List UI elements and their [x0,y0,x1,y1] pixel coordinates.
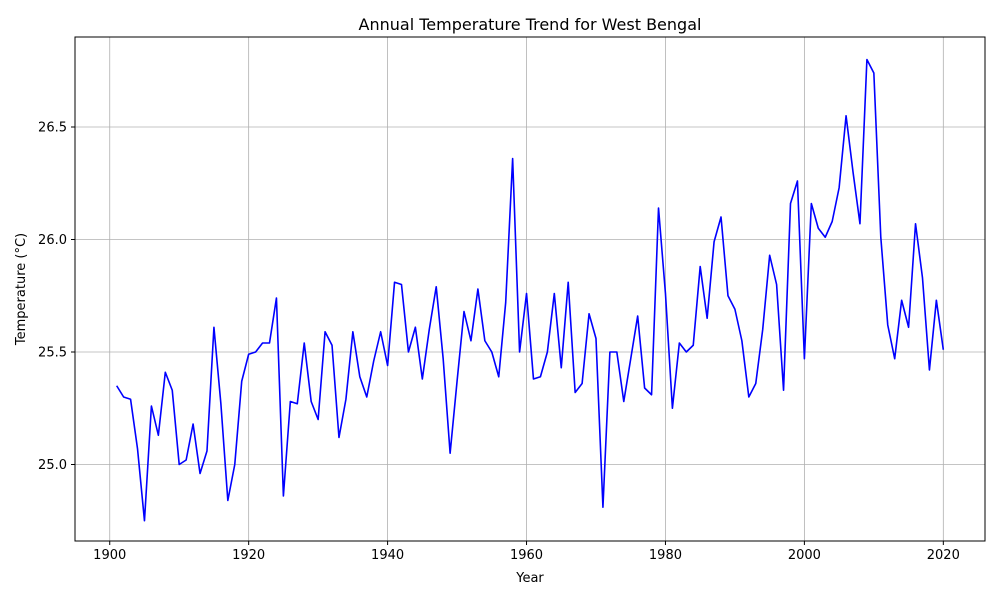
y-tick-label: 26.5 [38,121,67,136]
y-tick-label: 26.0 [38,233,67,248]
x-tick-label: 1980 [649,548,682,563]
x-tick-label: 1960 [510,548,543,563]
y-axis-label: Temperature (°C) [14,233,29,346]
y-tick-label: 25.5 [38,346,67,361]
x-axis-label: Year [515,571,544,586]
series-line [115,58,945,522]
chart-title: Annual Temperature Trend for West Bengal [359,15,702,34]
plot-frame [74,36,986,542]
x-tick-label: 2000 [788,548,821,563]
axis-ticks: 1900 1920 1940 1960 1980 2000 2020 25.0 25.5 26.0… [38,121,960,564]
plot-area [115,58,945,522]
x-tick-label: 1900 [93,548,126,563]
y-tick-label: 25.0 [38,458,67,473]
x-tick-label: 2020 [927,548,960,563]
x-tick-label: 1940 [371,548,404,563]
x-tick-label: 1920 [232,548,265,563]
